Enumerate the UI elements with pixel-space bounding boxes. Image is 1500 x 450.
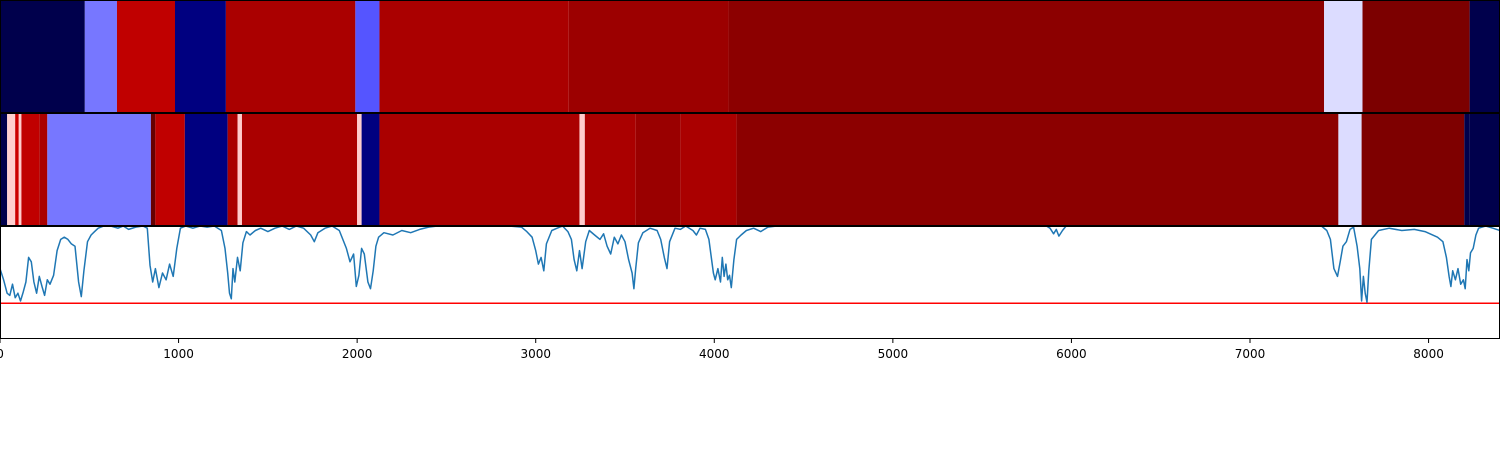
x-tick-label: 7000 xyxy=(1235,347,1266,361)
heatmap-cell xyxy=(1361,113,1465,225)
heatmap-cell xyxy=(584,113,636,225)
heatmap-cell xyxy=(7,113,16,225)
heatmap-cell xyxy=(175,0,226,112)
heatmap-cell xyxy=(47,113,151,225)
heatmap-cell xyxy=(1469,0,1500,112)
heatmap-cell xyxy=(568,0,729,112)
heatmap-cell xyxy=(680,113,737,225)
heatmap-cell xyxy=(84,0,117,112)
x-tick-label: 0 xyxy=(0,347,4,361)
heatmap-cell xyxy=(579,113,585,225)
x-tick-label: 1000 xyxy=(163,347,194,361)
heatmap-cell xyxy=(116,0,175,112)
x-tick-label: 2000 xyxy=(342,347,373,361)
x-tick-label: 8000 xyxy=(1413,347,1444,361)
heatmap-cell xyxy=(1362,0,1470,112)
heatmap-cell xyxy=(155,113,185,225)
heatmap-row-2 xyxy=(0,113,1500,225)
heatmap-cell xyxy=(184,113,228,225)
heatmap-cell xyxy=(736,113,1339,225)
x-tick-label: 4000 xyxy=(699,347,730,361)
x-tick-label: 3000 xyxy=(520,347,551,361)
heatmap-cell xyxy=(1469,113,1500,225)
heatmap-cell xyxy=(379,113,580,225)
heatmap-row-1 xyxy=(0,0,1500,112)
heatmap-cell xyxy=(1338,113,1362,225)
heatmap-cell xyxy=(379,0,569,112)
heatmap-cell xyxy=(1464,113,1470,225)
heatmap-cell xyxy=(361,113,380,225)
x-tick-label: 6000 xyxy=(1056,347,1087,361)
heatmap-cell xyxy=(18,113,22,225)
x-axis: 0 1000 2000 3000 4000 5000 6000 7000 8000 xyxy=(0,339,1444,361)
heatmap-cell xyxy=(225,0,356,112)
heatmap-cell xyxy=(355,0,380,112)
heatmap-cell xyxy=(39,113,48,225)
heatmap-cell xyxy=(15,113,19,225)
heatmap-cell xyxy=(728,0,1325,112)
heatmap-cell xyxy=(0,113,8,225)
heatmap-cell xyxy=(227,113,238,225)
heatmap-cell xyxy=(150,113,156,225)
heatmap-cell xyxy=(0,0,85,112)
heatmap-cell xyxy=(635,113,681,225)
heatmap-cell xyxy=(1324,0,1363,112)
heatmap-cell xyxy=(357,113,362,225)
x-tick-label: 5000 xyxy=(878,347,909,361)
heatmap-cell xyxy=(21,113,40,225)
heatmap-cell xyxy=(237,113,242,225)
heatmap-cell xyxy=(241,113,358,225)
